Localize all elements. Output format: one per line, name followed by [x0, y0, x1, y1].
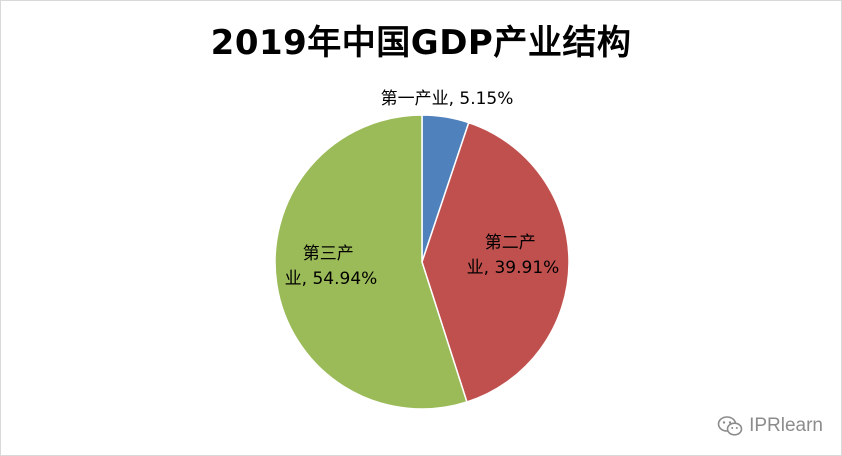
wechat-icon: [717, 415, 743, 437]
pie-slice-3: [274, 114, 468, 410]
chart-title: 2019年中国GDP产业结构: [210, 23, 632, 63]
slice-label-second-industry: 第二产 业, 39.91%: [467, 233, 560, 278]
slice-label-second-industry-line2: 业, 39.91%: [467, 258, 560, 278]
pie-slices: [274, 114, 570, 410]
slice-label-third-industry-line1: 第三产: [303, 244, 354, 264]
watermark-text: IPRlearn: [749, 415, 823, 436]
pie-slice-2: [421, 121, 570, 403]
slice-label-third-industry: 第三产 业, 54.94%: [285, 244, 378, 289]
slice-label-first-industry-line: 第一产业, 5.15%: [381, 89, 514, 109]
slice-label-second-industry-line1: 第二产: [485, 233, 536, 253]
slice-label-third-industry-line2: 业, 54.94%: [285, 269, 378, 289]
slice-label-first-industry: 第一产业, 5.15%: [381, 89, 514, 109]
watermark: IPRlearn: [717, 415, 823, 437]
